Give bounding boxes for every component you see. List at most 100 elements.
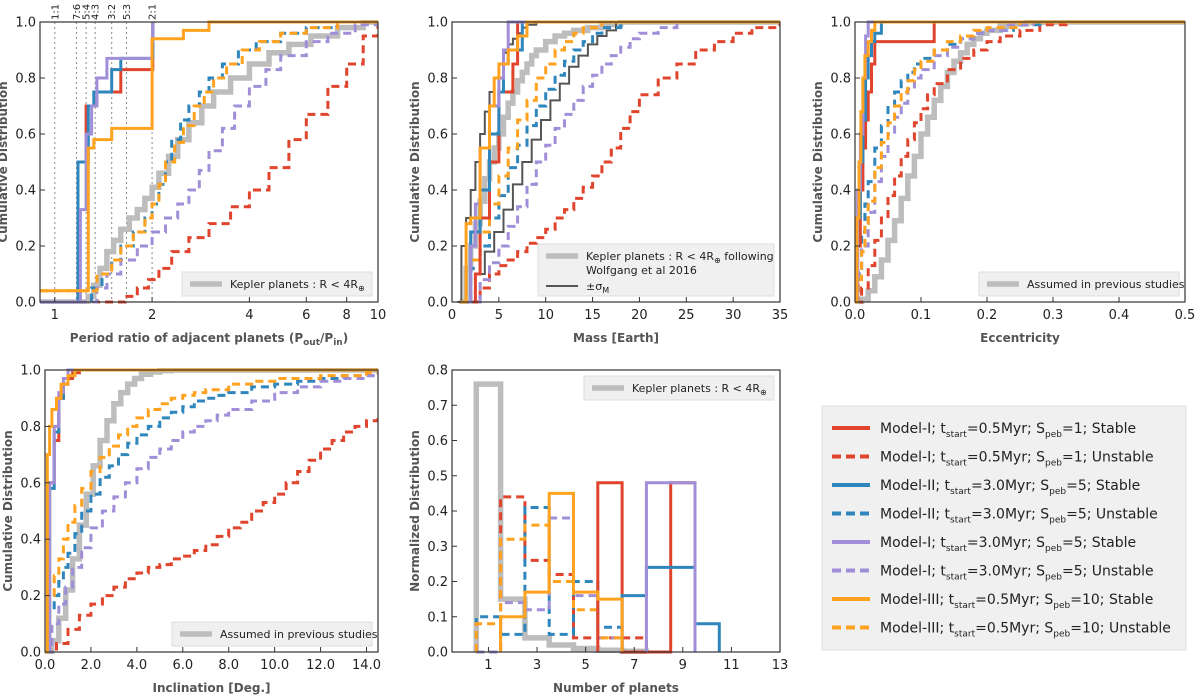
legend-box xyxy=(537,243,775,297)
y-axis-label: Normalized Distribution xyxy=(408,430,422,592)
x-tick-label: 0 xyxy=(448,308,456,323)
x-axis-label: Period ratio of adjacent planets (Pout/P… xyxy=(70,331,348,348)
y-tick-label: 0.4 xyxy=(20,533,41,548)
y-tick-label: 1.0 xyxy=(20,364,41,379)
x-tick-label: 11 xyxy=(723,658,740,673)
x-tick-label: 6 xyxy=(302,308,310,323)
legend-label: Kepler planets : R < 4R⊕ following xyxy=(586,250,774,265)
x-tick-label: 5 xyxy=(495,308,503,323)
y-tick-label: 0.8 xyxy=(427,364,448,379)
global-legend-label: Model-II; tstart=3.0Myr; Speb=5; Unstabl… xyxy=(880,507,1158,526)
resonance-label: 1:1 xyxy=(50,4,61,20)
global-legend-label: Model-I; tstart=0.5Myr; Speb=1; Unstable xyxy=(880,450,1154,469)
x-tick-label: 35 xyxy=(772,308,789,323)
series-line-m1b_s xyxy=(855,20,1185,304)
series-line-m1s xyxy=(855,20,1185,304)
y-axis-label: Cumulative Distribution xyxy=(408,81,422,242)
x-tick-label: 7 xyxy=(630,658,638,673)
x-tick-label: 2.0 xyxy=(81,658,102,673)
global-legend-item: Model-I; tstart=0.5Myr; Speb=1; Stable xyxy=(832,421,1136,440)
legend-label: Kepler planets : R < 4R⊕ xyxy=(632,382,767,397)
series-line-m2s xyxy=(855,20,1185,304)
y-axis-label: Cumulative Distribution xyxy=(811,81,825,242)
x-tick-label: 2 xyxy=(148,308,156,323)
x-tick-label: 10.0 xyxy=(260,658,289,673)
y-tick-label: 0.0 xyxy=(427,646,448,661)
plot-area xyxy=(855,20,1185,304)
histogram-m1b_s xyxy=(644,481,697,652)
y-tick-label: 0.6 xyxy=(427,128,448,143)
x-tick-label: 0.5 xyxy=(1175,308,1196,323)
global-legend-item: Model-I; tstart=3.0Myr; Speb=5; Stable xyxy=(832,535,1136,554)
global-legend-item: Model-II; tstart=3.0Myr; Speb=5; Unstabl… xyxy=(832,507,1158,526)
legend-sigma-label: ±σM xyxy=(586,280,609,295)
global-legend-item: Model-I; tstart=0.5Myr; Speb=1; Unstable xyxy=(832,450,1154,469)
x-tick-label: 4.0 xyxy=(127,658,148,673)
legend-label: Assumed in previous studies xyxy=(220,628,378,641)
histogram-m3s xyxy=(499,491,624,652)
y-tick-label: 0.2 xyxy=(15,240,36,255)
series-line-m1b_s xyxy=(45,368,378,654)
global-legend-item: Model-III; tstart=0.5Myr; Speb=10; Stabl… xyxy=(832,592,1153,611)
series-line-m1u xyxy=(855,20,1185,304)
y-axis-label: Cumulative Distribution xyxy=(1,430,15,591)
x-tick-label: 14.0 xyxy=(352,658,381,673)
panel-period-ratio: 1:1 7:65:44:3 3:2 5:3 2:1 1 2 4 6 8 10 0.0 0.2 0.4 0.6… xyxy=(0,4,386,348)
y-tick-label: 0.8 xyxy=(427,72,448,87)
series-line-m2u xyxy=(45,372,378,654)
legend-label-line2: Wolfgang et al 2016 xyxy=(586,264,697,277)
x-axis-label: Eccentricity xyxy=(980,331,1060,345)
series-line-m1b_u xyxy=(855,20,1185,304)
legend: Assumed in previous studies xyxy=(978,271,1185,297)
y-tick-label: 0.6 xyxy=(830,128,851,143)
x-tick-label: 1 xyxy=(51,308,59,323)
x-tick-label: 5 xyxy=(581,658,589,673)
series-line-m1u xyxy=(470,22,780,304)
x-tick-label: 25 xyxy=(678,308,695,323)
x-tick-label: 4 xyxy=(245,308,253,323)
y-tick-label: 0.6 xyxy=(20,476,41,491)
x-tick-label: 1 xyxy=(484,658,492,673)
series-line-m3s xyxy=(45,368,378,654)
series-line-m1b_u xyxy=(40,22,378,304)
x-tick-label: 12.0 xyxy=(306,658,335,673)
x-axis-label: Inclination [Deg.] xyxy=(152,681,270,695)
axes-frame xyxy=(39,21,379,303)
global-legend-label: Model-II; tstart=3.0Myr; Speb=5; Stable xyxy=(880,478,1140,497)
global-legend: Model-I; tstart=0.5Myr; Speb=1; Stable Mo… xyxy=(821,405,1187,651)
series-line-sig_hi xyxy=(463,21,780,303)
x-tick-label: 8.0 xyxy=(218,658,239,673)
series-line-m3u xyxy=(40,20,378,293)
series-line-m1u xyxy=(40,22,378,304)
series-line-m2u xyxy=(40,20,378,304)
global-legend-item: Model-I; tstart=3.0Myr; Speb=5; Unstable xyxy=(832,564,1154,583)
series-line-m3u xyxy=(45,371,378,654)
resonance-label: 3:2 xyxy=(107,4,118,20)
plot-area xyxy=(473,381,721,654)
resonance-label: 4:3 xyxy=(91,4,102,20)
resonance-label: 2:1 xyxy=(148,4,159,20)
panel-eccentricity: 0.0 0.1 0.2 0.3 0.4 0.5 0.0 0.2 0.4 0.6 0.8 1.0 Cumu… xyxy=(811,16,1195,346)
panel-mass: 0 5 10 15 20 25 30 35 0.0 0.2 0.4 0.6 0.8 1.0 Cumulati… xyxy=(408,16,788,346)
series-line-m2u xyxy=(855,20,1185,304)
y-tick-label: 0.3 xyxy=(427,540,448,555)
x-tick-label: 30 xyxy=(725,308,742,323)
series-line-kepler xyxy=(40,20,378,304)
y-tick-label: 1.0 xyxy=(427,16,448,31)
y-tick-label: 0.4 xyxy=(427,184,448,199)
y-tick-label: 0.2 xyxy=(830,240,851,255)
resonance-label: 7:6 xyxy=(72,4,83,20)
series-line-m3u xyxy=(461,20,780,304)
legend-label: Kepler planets : R < 4R⊕ xyxy=(230,278,365,293)
axes-frame xyxy=(451,21,781,303)
global-legend-item: Model-III; tstart=0.5Myr; Speb=10; Unsta… xyxy=(832,621,1171,640)
series-line-m1u xyxy=(45,417,378,654)
x-tick-label: 10 xyxy=(537,308,554,323)
legend: Kepler planets : R < 4R⊕ xyxy=(583,375,775,401)
x-tick-label: 6.0 xyxy=(172,658,193,673)
x-tick-label: 20 xyxy=(631,308,648,323)
series-line-m3s xyxy=(855,20,1185,304)
x-tick-label: 0.3 xyxy=(1043,308,1064,323)
x-tick-label: 0.0 xyxy=(35,658,56,673)
